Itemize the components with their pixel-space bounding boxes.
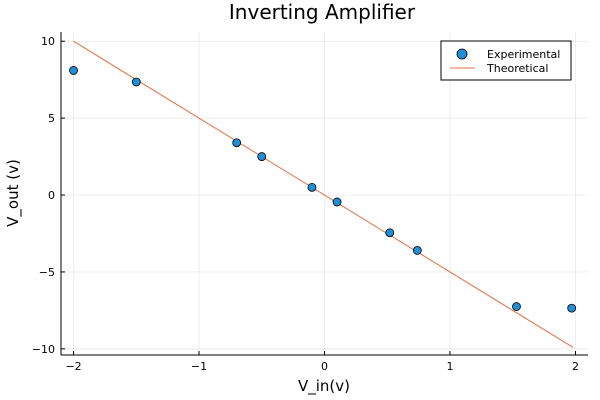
x-tick-label: −2: [65, 360, 81, 373]
x-axis-label: V_in(v): [298, 377, 350, 396]
experimental-point: [232, 138, 242, 148]
experimental-point: [69, 66, 78, 75]
x-tick-label: −1: [191, 360, 207, 373]
y-tick-label: −10: [32, 343, 55, 356]
theoretical-line: [73, 40, 574, 348]
legend-label-experimental: Experimental: [487, 48, 560, 61]
experimental-point: [257, 152, 267, 161]
legend-box: [440, 40, 572, 81]
legend: Experimental Theoretical: [440, 40, 572, 81]
y-tick-label: 10: [41, 35, 55, 48]
experimental-point: [567, 303, 577, 313]
y-tick-label: −5: [39, 266, 55, 279]
x-tick-label: 0: [321, 360, 328, 373]
experimental-point: [512, 302, 521, 311]
experimental-point: [307, 182, 317, 192]
legend-label-theoretical: Theoretical: [486, 62, 548, 75]
y-tick-label: 0: [48, 189, 55, 202]
experimental-point: [332, 197, 342, 207]
series-marks: [69, 40, 577, 348]
legend-marker-experimental: [456, 48, 468, 60]
x-tick-label: 2: [572, 360, 579, 373]
experimental-point: [412, 246, 422, 255]
experimental-point: [385, 228, 395, 238]
x-tick-label: 1: [446, 360, 453, 373]
y-axis-label: V_out (v): [4, 159, 23, 227]
experimental-point: [131, 77, 141, 87]
y-tick-label: 5: [48, 112, 55, 125]
chart-title: Inverting Amplifier: [229, 0, 416, 24]
